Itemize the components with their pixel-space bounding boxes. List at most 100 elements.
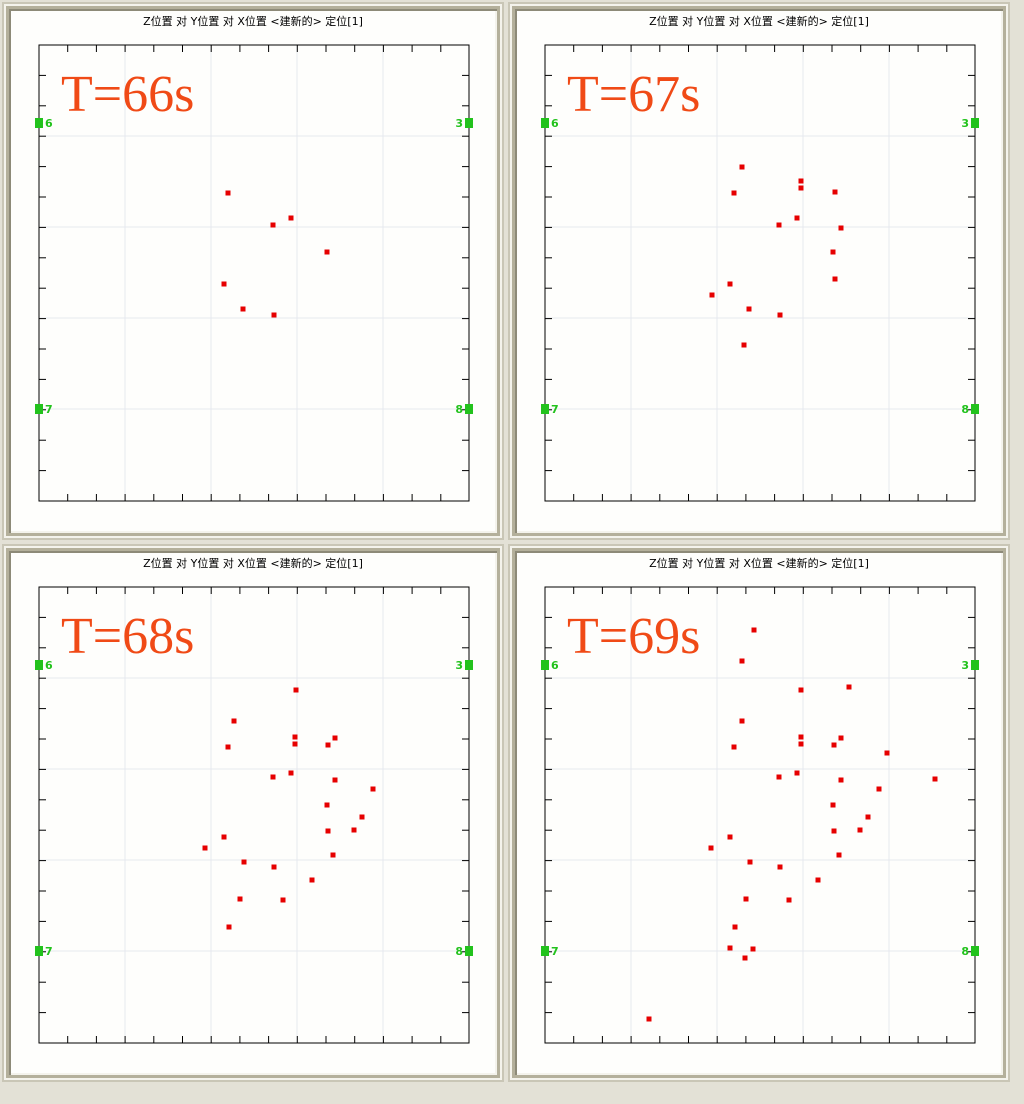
data-point <box>727 834 733 840</box>
data-point <box>309 877 315 883</box>
data-point <box>865 814 871 820</box>
data-point <box>747 859 753 865</box>
data-point <box>708 845 714 851</box>
sensor-label: 3 <box>455 117 463 130</box>
sensor-marker <box>35 404 43 414</box>
data-point <box>830 249 836 255</box>
sensor-label: 6 <box>45 117 53 130</box>
data-point <box>836 852 842 858</box>
data-point <box>798 741 804 747</box>
data-point <box>798 185 804 191</box>
data-point <box>241 859 247 865</box>
data-point <box>846 684 852 690</box>
plot-frame <box>38 586 470 1044</box>
panel-title: Z位置 对 Y位置 对 X位置 <建新的> 定位[1] <box>649 557 869 570</box>
data-point <box>221 834 227 840</box>
data-point <box>932 776 938 782</box>
panel-title: Z位置 对 Y位置 对 X位置 <建新的> 定位[1] <box>143 15 363 28</box>
data-point <box>831 742 837 748</box>
data-point <box>838 735 844 741</box>
time-annotation: T=67s <box>567 66 700 123</box>
sensor-label: 7 <box>551 403 559 416</box>
sensor-marker <box>35 946 43 956</box>
sensor-marker <box>971 660 979 670</box>
sensor-marker <box>35 660 43 670</box>
sensor-marker <box>541 946 549 956</box>
data-point <box>731 744 737 750</box>
sensor-marker <box>541 118 549 128</box>
data-point <box>330 852 336 858</box>
data-point <box>225 190 231 196</box>
sensor-marker <box>541 404 549 414</box>
data-point <box>271 864 277 870</box>
data-point <box>838 225 844 231</box>
data-point <box>798 178 804 184</box>
data-point <box>798 687 804 693</box>
sensor-marker <box>971 946 979 956</box>
data-point <box>332 735 338 741</box>
data-point <box>709 292 715 298</box>
sensor-label: 8 <box>961 945 969 958</box>
sensor-label: 8 <box>455 403 463 416</box>
data-point <box>293 687 299 693</box>
data-point <box>857 827 863 833</box>
panel-title: Z位置 对 Y位置 对 X位置 <建新的> 定位[1] <box>143 557 363 570</box>
sensor-label: 7 <box>45 945 53 958</box>
data-point <box>202 845 208 851</box>
sensor-label: 6 <box>551 659 559 672</box>
sensor-label: 6 <box>551 117 559 130</box>
panel-title: Z位置 对 Y位置 对 X位置 <建新的> 定位[1] <box>649 15 869 28</box>
data-point <box>794 770 800 776</box>
sensor-marker <box>465 404 473 414</box>
data-point <box>280 897 286 903</box>
data-point <box>732 924 738 930</box>
sensor-label: 3 <box>961 117 969 130</box>
data-point <box>324 249 330 255</box>
data-point <box>742 955 748 961</box>
data-point <box>727 945 733 951</box>
sensor-label: 6 <box>45 659 53 672</box>
sensor-marker <box>35 118 43 128</box>
scatter-plot: T=68s 6 3 7 8 <box>35 586 473 1044</box>
data-point <box>739 164 745 170</box>
plot-panel-67s: Z位置 对 Y位置 对 X位置 <建新的> 定位[1] T=67s 6 3 7 8 <box>510 4 1008 538</box>
data-point <box>225 744 231 750</box>
data-point <box>288 770 294 776</box>
sensor-marker <box>971 404 979 414</box>
data-point <box>351 827 357 833</box>
plot-grid: Z位置 对 Y位置 对 X位置 <建新的> 定位[1] T=66s 6 3 7 8 Z位… <box>4 4 1018 1098</box>
sensor-marker <box>465 946 473 956</box>
data-point <box>731 190 737 196</box>
data-point <box>830 802 836 808</box>
plot-panel-69s: Z位置 对 Y位置 对 X位置 <建新的> 定位[1] T=69s 6 3 7 8 <box>510 546 1008 1080</box>
data-point <box>325 828 331 834</box>
time-annotation: T=66s <box>61 66 194 123</box>
data-point <box>884 750 890 756</box>
data-point <box>832 276 838 282</box>
data-point <box>838 777 844 783</box>
data-point <box>786 897 792 903</box>
data-point <box>240 306 246 312</box>
sensor-label: 3 <box>961 659 969 672</box>
data-point <box>739 658 745 664</box>
data-point <box>727 281 733 287</box>
data-point <box>746 306 752 312</box>
data-point <box>221 281 227 287</box>
scatter-plot: T=66s 6 3 7 8 <box>35 44 473 502</box>
data-point <box>777 864 783 870</box>
sensor-marker <box>465 118 473 128</box>
data-point <box>876 786 882 792</box>
data-point <box>776 774 782 780</box>
scatter-plot: T=69s 6 3 7 8 <box>541 586 979 1044</box>
data-point <box>292 741 298 747</box>
data-point <box>332 777 338 783</box>
data-point <box>751 627 757 633</box>
data-point <box>743 896 749 902</box>
data-point <box>288 215 294 221</box>
data-point <box>646 1016 652 1022</box>
data-point <box>231 718 237 724</box>
data-point <box>794 215 800 221</box>
data-point <box>270 774 276 780</box>
sensor-marker <box>541 660 549 670</box>
data-point <box>739 718 745 724</box>
